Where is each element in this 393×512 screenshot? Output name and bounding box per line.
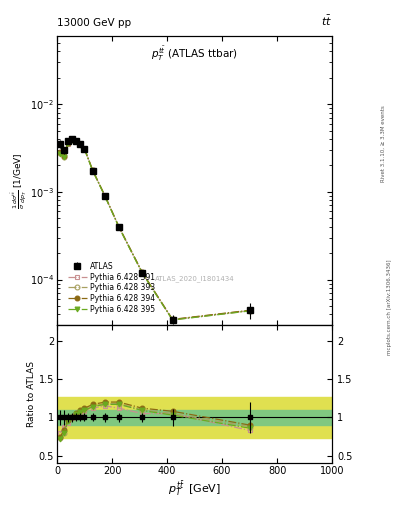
Pythia 6.428 395 [78, 141, 83, 147]
Pythia 6.428 394 [90, 167, 95, 174]
Pythia 6.428 393 [116, 224, 121, 230]
Line: Pythia 6.428 394: Pythia 6.428 394 [58, 137, 252, 322]
Pythia 6.428 391 [140, 270, 145, 276]
Pythia 6.428 391 [116, 224, 121, 230]
Pythia 6.428 394 [66, 139, 70, 145]
Pythia 6.428 393 [103, 193, 108, 199]
Pythia 6.428 393 [58, 150, 63, 156]
Pythia 6.428 391 [66, 140, 70, 146]
Pythia 6.428 391 [103, 194, 108, 200]
Pythia 6.428 394 [61, 153, 66, 159]
Text: Rivet 3.1.10, ≥ 3.3M events: Rivet 3.1.10, ≥ 3.3M events [381, 105, 386, 182]
Pythia 6.428 391 [78, 141, 83, 147]
Line: Pythia 6.428 395: Pythia 6.428 395 [58, 137, 252, 323]
Line: Pythia 6.428 393: Pythia 6.428 393 [58, 137, 252, 322]
Pythia 6.428 393 [247, 307, 252, 313]
Pythia 6.428 391 [58, 150, 63, 156]
Pythia 6.428 394 [70, 136, 75, 142]
Pythia 6.428 393 [78, 141, 83, 147]
Pythia 6.428 394 [140, 269, 145, 275]
Line: Pythia 6.428 391: Pythia 6.428 391 [58, 137, 252, 323]
Y-axis label: Ratio to ATLAS: Ratio to ATLAS [27, 361, 36, 428]
Pythia 6.428 395 [247, 308, 252, 314]
Pythia 6.428 393 [82, 146, 87, 152]
Pythia 6.428 394 [82, 145, 87, 152]
Pythia 6.428 394 [247, 307, 252, 313]
Pythia 6.428 394 [78, 141, 83, 147]
Pythia 6.428 394 [116, 224, 121, 230]
Pythia 6.428 393 [61, 154, 66, 160]
Pythia 6.428 394 [170, 316, 175, 323]
Legend: ATLAS, Pythia 6.428 391, Pythia 6.428 393, Pythia 6.428 394, Pythia 6.428 395: ATLAS, Pythia 6.428 391, Pythia 6.428 39… [66, 260, 157, 316]
Pythia 6.428 391 [82, 146, 87, 152]
Bar [57, 410, 332, 425]
Pythia 6.428 391 [170, 317, 175, 323]
Pythia 6.428 395 [58, 151, 63, 157]
Y-axis label: $\frac{1}{\sigma}\frac{d\sigma^{t\bar{t}}}{dp_T}$ [1/GeV]: $\frac{1}{\sigma}\frac{d\sigma^{t\bar{t}… [9, 152, 29, 209]
Pythia 6.428 391 [61, 153, 66, 159]
Pythia 6.428 395 [61, 154, 66, 160]
Pythia 6.428 395 [82, 146, 87, 153]
Bar [57, 397, 332, 438]
Pythia 6.428 395 [140, 270, 145, 276]
Text: $p_T^{t\bar{t}}$ (ATLAS ttbar): $p_T^{t\bar{t}}$ (ATLAS ttbar) [151, 45, 238, 63]
Text: mcplots.cern.ch [arXiv:1306.3436]: mcplots.cern.ch [arXiv:1306.3436] [387, 260, 391, 355]
Pythia 6.428 395 [66, 140, 70, 146]
Pythia 6.428 393 [140, 269, 145, 275]
Pythia 6.428 391 [70, 137, 75, 143]
Pythia 6.428 395 [170, 317, 175, 323]
Pythia 6.428 391 [247, 308, 252, 314]
Pythia 6.428 393 [70, 136, 75, 142]
Text: ATLAS_2020_I1801434: ATLAS_2020_I1801434 [155, 276, 234, 283]
Pythia 6.428 395 [116, 224, 121, 230]
Text: 13000 GeV pp: 13000 GeV pp [57, 18, 131, 28]
Pythia 6.428 393 [170, 316, 175, 323]
Pythia 6.428 395 [103, 194, 108, 200]
Pythia 6.428 393 [90, 167, 95, 174]
Pythia 6.428 395 [70, 137, 75, 143]
Pythia 6.428 394 [103, 193, 108, 199]
Pythia 6.428 395 [74, 138, 79, 144]
Pythia 6.428 391 [74, 138, 79, 144]
X-axis label: $p^{\,t\bar{t}\,}_{T}$ [GeV]: $p^{\,t\bar{t}\,}_{T}$ [GeV] [168, 479, 221, 498]
Pythia 6.428 391 [90, 167, 95, 174]
Pythia 6.428 393 [66, 140, 70, 146]
Pythia 6.428 395 [90, 168, 95, 174]
Pythia 6.428 394 [58, 150, 63, 156]
Text: $t\bar{t}$: $t\bar{t}$ [321, 14, 332, 28]
Pythia 6.428 393 [74, 138, 79, 144]
Pythia 6.428 394 [74, 138, 79, 144]
